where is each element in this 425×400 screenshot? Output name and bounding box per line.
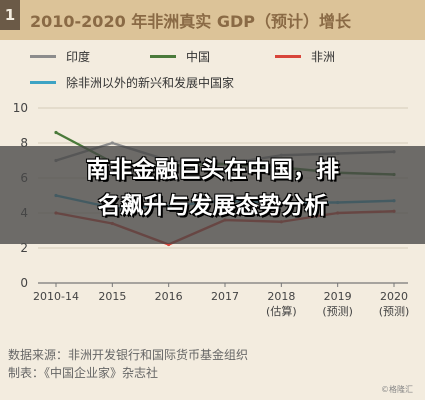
x-tick-label: 2010-14 — [33, 290, 79, 303]
x-tick-label: 2018 — [267, 290, 295, 303]
legend-label-india: 印度 — [66, 50, 91, 64]
watermark: ©格隆汇 — [381, 385, 413, 394]
legend-swatch-emerging — [30, 81, 56, 84]
legend-item-india: 印度 — [30, 48, 90, 65]
x-tick-sublabel: (预测) — [379, 305, 410, 318]
headline-line-2: 名飙升与发展态势分析 — [97, 193, 328, 219]
legend-label-china: 中国 — [186, 50, 211, 64]
legend-swatch-india — [30, 55, 56, 58]
x-tick-sublabel: (预测) — [322, 305, 353, 318]
x-tick-label: 2020 — [380, 290, 408, 303]
table-maker: 制表：《中国企业家》杂志社 — [8, 366, 159, 380]
x-tick-label: 2019 — [324, 290, 352, 303]
data-point-india — [110, 141, 114, 145]
legend-swatch-africa — [275, 55, 301, 58]
x-tick-label: 2015 — [98, 290, 126, 303]
legend-swatch-china — [150, 55, 176, 58]
legend-label-africa: 非洲 — [311, 50, 336, 64]
chart-title: 2010-2020 年非洲真实 GDP（预计）增长 — [30, 12, 351, 31]
x-tick-sublabel: (估算) — [266, 304, 297, 318]
headline-line-1: 南非金融巨头在中国，排 — [86, 157, 339, 183]
y-tick-label: 0 — [20, 276, 28, 290]
source-note: 数据来源：非洲开发银行和国际货币基金组织 制表：《中国企业家》杂志社 — [8, 346, 248, 382]
legend-item-china: 中国 — [150, 48, 210, 65]
x-tick-label: 2017 — [211, 290, 239, 303]
x-tick-label: 2016 — [155, 290, 183, 303]
data-source: 数据来源：非洲开发银行和国际货币基金组织 — [8, 348, 249, 362]
legend-item-africa: 非洲 — [275, 48, 335, 65]
figure-number: 1 — [0, 0, 20, 30]
y-tick-label: 8 — [20, 136, 28, 150]
legend-label-emerging: 除非洲以外的新兴和发展中国家 — [66, 76, 235, 90]
y-tick-label: 2 — [20, 241, 28, 255]
headline-text: 南非金融巨头在中国，排 名飙升与发展态势分析 — [0, 152, 425, 224]
y-tick-label: 10 — [13, 101, 28, 115]
headline-banner — [0, 146, 425, 244]
chart-header: 1 2010-2020 年非洲真实 GDP（预计）增长 — [0, 0, 425, 40]
legend-item-emerging: 除非洲以外的新兴和发展中国家 — [30, 74, 234, 91]
data-point-china — [54, 130, 58, 135]
